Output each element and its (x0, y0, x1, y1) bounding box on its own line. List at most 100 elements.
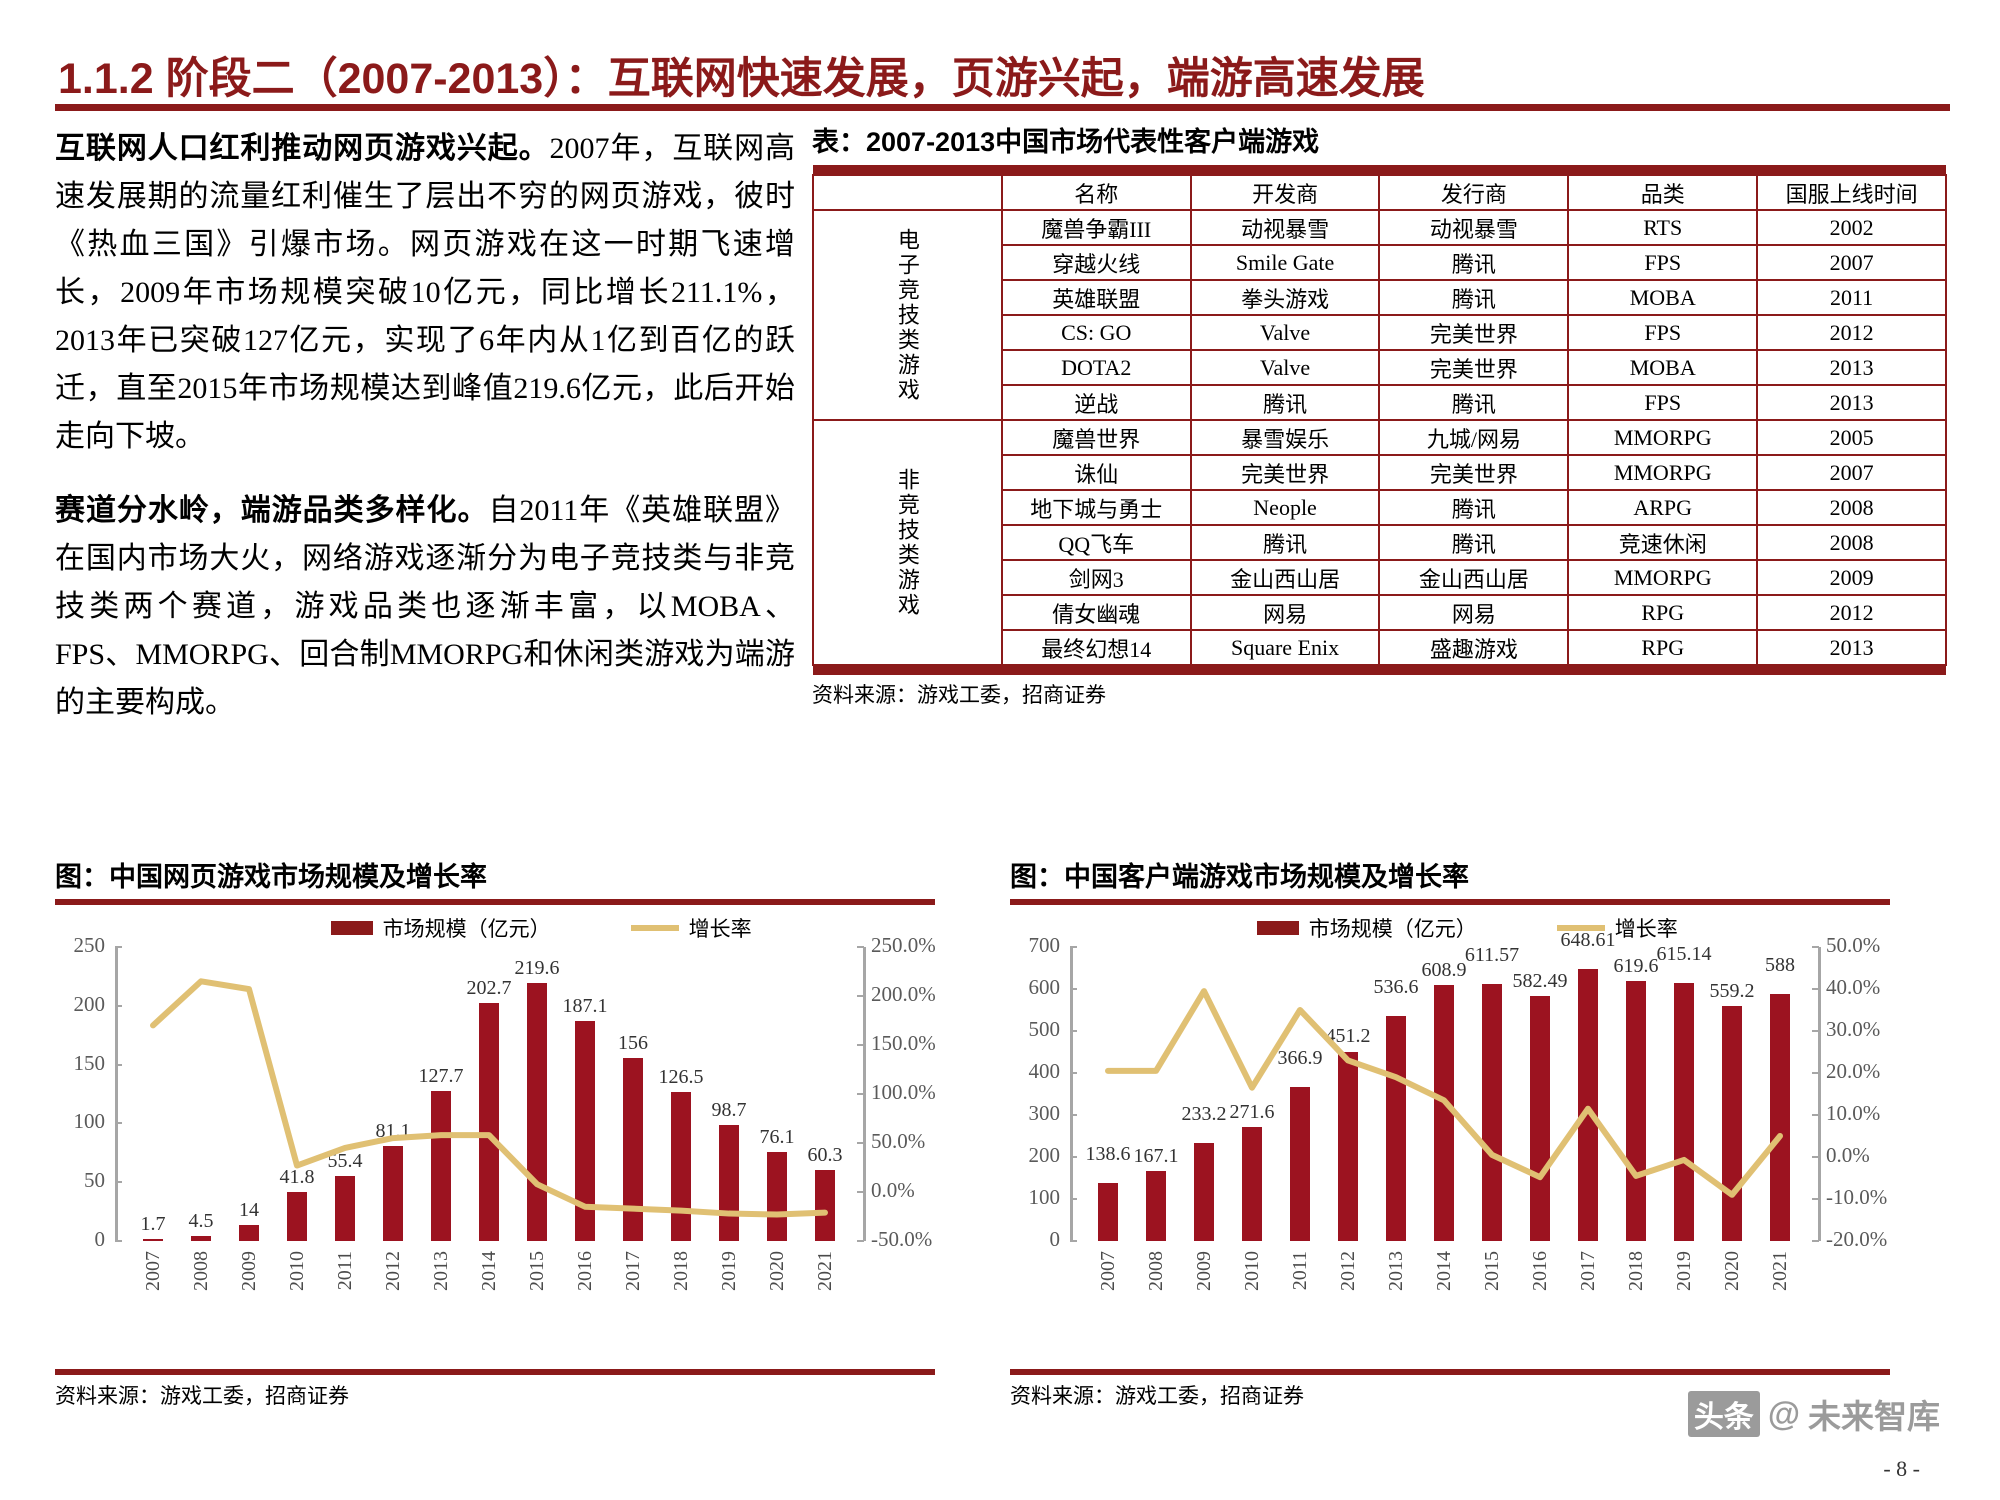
x-axis-label: 2015 (1481, 1251, 1503, 1291)
table-cell: 九城/网易 (1378, 419, 1570, 456)
table-block: 表：2007-2013中国市场代表性客户端游戏 名称 开发商 发行商 品类 国服上线时间… (812, 120, 1952, 709)
legend-line-swatch (1556, 925, 1605, 931)
y-axis-tick (1070, 988, 1077, 990)
y2-axis-tick (857, 1191, 864, 1193)
table-cell: 2007 (1756, 454, 1947, 491)
y2-axis-label: 150.0% (871, 1031, 936, 1055)
table-cell: FPS (1567, 314, 1759, 351)
chart-bar (190, 1235, 212, 1241)
table-cell: 2012 (1756, 594, 1947, 631)
x-axis-label: 2017 (622, 1251, 644, 1291)
table-cell: 网易 (1378, 594, 1570, 631)
bar-value-label: 588 (1765, 954, 1795, 977)
table-top-band (813, 165, 1946, 175)
y2-axis-tick (1812, 1156, 1819, 1158)
table-cell: Square Enix (1189, 629, 1381, 666)
bar-value-label: 271.6 (1229, 1100, 1275, 1123)
legend-bar-swatch (1256, 921, 1299, 935)
x-axis-label: 2010 (286, 1251, 308, 1291)
table-cell: 2012 (1756, 314, 1947, 351)
y-axis-label: 600 (1028, 975, 1061, 999)
table-row: 最终幻想14 Square Enix 盛趣游戏 RPG 2013 (813, 629, 1947, 666)
page-number: - 8 - (1883, 1456, 1920, 1481)
table-cell: Neople (1189, 489, 1381, 526)
y-axis-label: 250 (73, 933, 106, 957)
legend-bar-swatch (330, 921, 373, 935)
chart-bar (478, 1002, 500, 1241)
table-header-cell: 开发商 (1189, 174, 1381, 211)
table-cell: 网易 (1189, 594, 1381, 631)
y-axis-tick (115, 946, 122, 948)
chart-bar (1673, 982, 1695, 1241)
y-axis-label: 50 (84, 1168, 105, 1193)
bar-value-label: 98.7 (711, 1098, 747, 1121)
y2-axis-label: 30.0% (1826, 1017, 1881, 1041)
table-cell: 腾讯 (1189, 524, 1381, 561)
y-axis-label: 100 (73, 1109, 106, 1134)
y-axis-tick (115, 1240, 122, 1242)
table-cell: 腾讯 (1189, 384, 1381, 421)
table-row: 英雄联盟 拳头游戏 腾讯 MOBA 2011 (813, 279, 1947, 316)
x-axis-label: 2018 (1625, 1251, 1647, 1291)
legend-bar-label: 市场规模（亿元） (382, 917, 551, 941)
table-cell: ARPG (1567, 489, 1759, 526)
table-cell: MOBA (1567, 279, 1759, 316)
bar-value-label: 127.7 (418, 1064, 464, 1087)
chart-bar (814, 1170, 836, 1241)
bar-value-label: 582.49 (1512, 970, 1568, 993)
y2-axis-tick (1812, 1198, 1819, 1200)
table-cell: 2011 (1756, 279, 1947, 316)
y-axis-label: 0 (1049, 1227, 1061, 1251)
y-axis-label: 500 (1028, 1017, 1061, 1041)
x-axis-label: 2013 (430, 1251, 452, 1291)
chart-bar (1769, 994, 1791, 1241)
table-row: 电子竞技类游戏 魔兽争霸III 动视暴雪 动视暴雪 RTS 2002 (812, 209, 1947, 421)
bar-value-label: 615.14 (1656, 942, 1712, 965)
legend-line-label: 增长率 (1614, 917, 1678, 941)
y2-axis-tick (1812, 1114, 1819, 1116)
clientgame-chart-panel: 图：中国客户端游戏市场规模及增长率 市场规模（亿元） 增长率 0 100 200 300 4… (1010, 855, 1910, 1410)
y-axis-tick (1070, 1072, 1077, 1074)
y2-axis-label: 50.0% (871, 1129, 926, 1153)
watermark-name: 未来智库 (1808, 1398, 1940, 1435)
y-axis-tick (1070, 1156, 1077, 1158)
y-axis-label: 150 (73, 1050, 106, 1075)
table-cell: Smile Gate (1189, 244, 1381, 281)
clientgame-chart-divider (1010, 899, 1890, 905)
table-row: QQ飞车 腾讯 腾讯 竞速休闲 2008 (813, 524, 1947, 561)
bar-value-label: 451.2 (1325, 1025, 1371, 1048)
table-cell: RTS (1567, 209, 1759, 246)
bar-value-label: 559.2 (1709, 980, 1755, 1003)
chart-bar (1625, 980, 1647, 1241)
chart-bar (334, 1175, 356, 1241)
y2-axis-label: 0.0% (871, 1178, 915, 1202)
table-cell: 腾讯 (1378, 489, 1570, 526)
table-cell: 完美世界 (1378, 349, 1570, 386)
table-cell: DOTA2 (1000, 349, 1192, 386)
watermark-at: @ (1767, 1395, 1800, 1432)
table-cell: 暴雪娱乐 (1189, 419, 1381, 456)
y2-axis-line (1818, 947, 1821, 1241)
x-axis-label: 2018 (670, 1251, 692, 1291)
clientgame-chart-source: 资料来源：游戏工委，招商证券 (1010, 1384, 1304, 1408)
title-divider (55, 104, 1950, 111)
table-cell: 逆战 (1000, 384, 1192, 421)
y-axis-tick (1070, 1198, 1077, 1200)
table-cell: FPS (1567, 384, 1759, 421)
watermark: 头条 @ 未来智库 (1687, 1390, 1940, 1438)
x-axis-label: 2021 (814, 1251, 836, 1291)
table-cell: 竞速休闲 (1567, 524, 1759, 561)
table-cell: 完美世界 (1378, 454, 1570, 491)
y2-axis-tick (1812, 988, 1819, 990)
representative-games-table: 名称 开发商 发行商 品类 国服上线时间 电子竞技类游戏 魔兽争霸III 动视暴雪 动视暴雪 RT… (812, 165, 1947, 675)
table-cell: 倩女幽魂 (1000, 594, 1192, 631)
y-axis-label: 0 (94, 1227, 106, 1251)
table-cell: MMORPG (1567, 559, 1759, 596)
table-header-row: 名称 开发商 发行商 品类 国服上线时间 (812, 174, 1947, 211)
chart-bar (1145, 1170, 1167, 1241)
x-axis-label: 2020 (1721, 1251, 1743, 1291)
chart-bar (1721, 1006, 1743, 1241)
chart-legend: 市场规模（亿元） 增长率 (330, 913, 752, 943)
y2-axis-tick (857, 1142, 864, 1144)
table-cell: 拳头游戏 (1189, 279, 1381, 316)
